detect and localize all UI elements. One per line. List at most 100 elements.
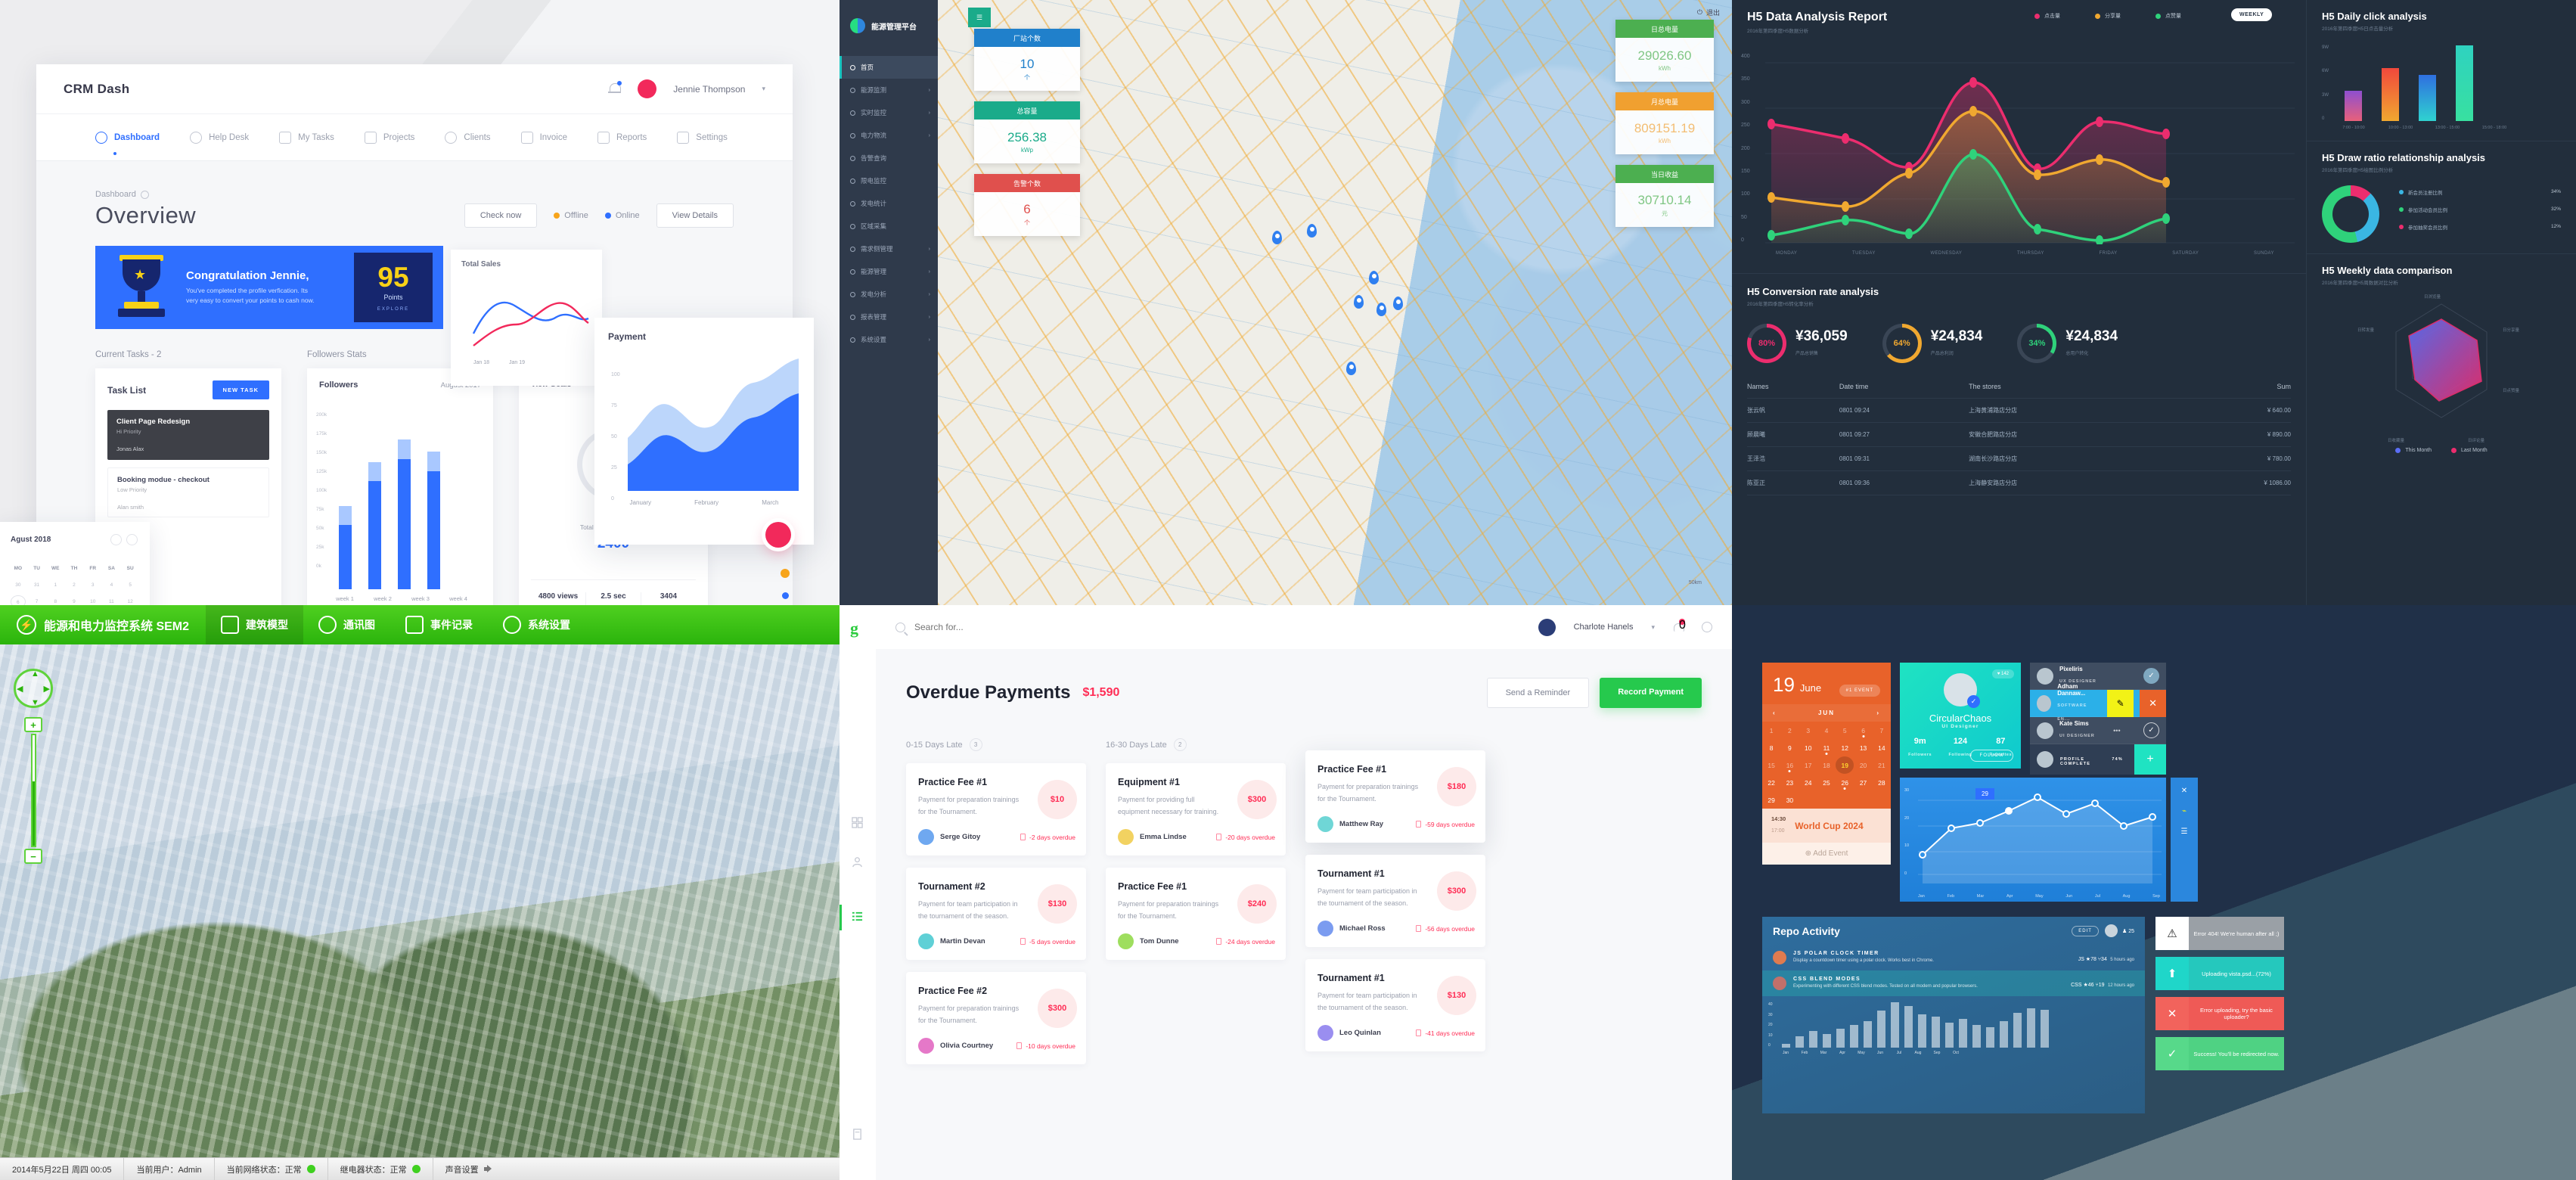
sidebar-item-generation-analysis[interactable]: 发电分析 › [840, 283, 938, 306]
record-payment-button[interactable]: Record Payment [1600, 678, 1702, 708]
task-item[interactable]: Client Page Redesign Hi Priority Jonas A… [107, 410, 269, 460]
check-icon[interactable]: ✓ [2143, 722, 2159, 738]
prev-month-button[interactable] [110, 534, 122, 545]
add-icon[interactable]: + [2134, 744, 2166, 775]
arrow-right-icon[interactable]: ▶ [43, 685, 50, 694]
day-cell[interactable]: 1 [1769, 726, 1774, 734]
zoom-in-button[interactable]: + [24, 717, 42, 732]
day-cell[interactable]: 11 [109, 599, 114, 604]
day-cell[interactable]: 6 [11, 595, 26, 605]
arrow-down-icon[interactable]: ▼ [31, 698, 39, 707]
exit-button[interactable]: ⏻ 退出 [1697, 8, 1720, 17]
day-cell[interactable]: 15 [1768, 761, 1775, 769]
weekly-toggle-button[interactable]: WEEKLY [2231, 8, 2273, 21]
tab-building-model[interactable]: 建筑模型 [206, 605, 304, 644]
tab-invoice[interactable]: Invoice [520, 131, 567, 144]
day-cell[interactable]: 7 [1879, 726, 1884, 734]
chevron-down-icon[interactable]: ▾ [762, 85, 765, 92]
map-pin[interactable] [1354, 295, 1364, 309]
check-icon[interactable]: ✓ [2143, 668, 2159, 684]
day-cell[interactable]: 22 [1768, 778, 1775, 787]
sidebar-item-energy-manage[interactable]: 能源管理 › [840, 260, 938, 283]
sidebar-item-generation-stats[interactable]: 发电统计 [840, 192, 938, 215]
day-cell[interactable]: 25 [1823, 778, 1830, 787]
sidebar-item-realtime[interactable]: 实时监控 › [840, 101, 938, 124]
map-pin[interactable] [1393, 297, 1403, 310]
day-cell[interactable]: 2 [73, 582, 76, 588]
sound-settings[interactable]: 声音设置 [433, 1158, 507, 1180]
edit-icon[interactable]: ✎ [2107, 689, 2134, 717]
next-month-button[interactable]: › [1876, 710, 1880, 716]
day-cell[interactable]: 4 [1824, 726, 1829, 734]
day-cell[interactable]: 17 [1804, 761, 1812, 769]
list-icon[interactable]: ☰ [2180, 828, 2188, 836]
day-cell[interactable]: 10 [1804, 744, 1812, 752]
sidebar-item-system-settings[interactable]: 系统设置 › [840, 328, 938, 351]
map-toggle-button[interactable]: ☰ [968, 8, 991, 27]
day-cell[interactable]: 9 [73, 599, 76, 604]
close-icon[interactable]: ✕ [2180, 787, 2188, 795]
tab-reports[interactable]: Reports [597, 131, 647, 144]
day-cell[interactable]: 2 [1788, 726, 1792, 734]
tab-clients[interactable]: Clients [445, 131, 491, 144]
tab-help-desk[interactable]: Help Desk [190, 131, 249, 144]
day-cell[interactable]: 7 [35, 599, 39, 604]
zoom-track[interactable] [30, 734, 36, 847]
task-item[interactable]: Booking modue - checkout Low Priority Al… [107, 467, 269, 517]
day-cell[interactable]: 21 [1878, 761, 1885, 769]
building-3d-view[interactable] [0, 644, 840, 1171]
tab-projects[interactable]: Projects [364, 131, 414, 144]
add-event-button[interactable]: ⊕ Add Event [1762, 843, 1891, 865]
sidebar-item-report-manage[interactable]: 报表管理 › [840, 306, 938, 328]
day-cell[interactable]: 11 [1817, 739, 1836, 756]
day-cell[interactable]: 18 [1823, 761, 1830, 769]
day-cell[interactable]: 10 [90, 599, 96, 604]
day-cell[interactable]: 8 [1769, 744, 1774, 752]
day-cell[interactable]: 27 [1859, 778, 1867, 787]
payment-card[interactable]: Practice Fee #1 Payment for preparation … [1106, 868, 1286, 960]
day-cell[interactable]: 29 [1768, 796, 1775, 804]
sidebar-item-power-logistics[interactable]: 电力物流 › [840, 124, 938, 147]
zoom-slider[interactable]: + − [24, 717, 42, 864]
map-pin[interactable] [1346, 362, 1356, 375]
day-cell[interactable]: 23 [1786, 778, 1794, 787]
explore-link[interactable]: EXPLORE [377, 307, 410, 312]
new-task-button[interactable]: NEW TASK [212, 380, 269, 399]
day-cell[interactable]: 4 [110, 582, 113, 588]
user-name[interactable]: Charlote Hanels [1573, 623, 1634, 632]
edit-button[interactable]: EDIT [2072, 925, 2099, 936]
day-cell[interactable]: 12 [1841, 744, 1849, 752]
payment-card[interactable]: Practice Fee #1 Payment for preparation … [906, 763, 1086, 856]
delete-icon[interactable]: ✕ [2140, 689, 2166, 717]
sidebar-item-alarm-query[interactable]: 告警查询 [840, 147, 938, 169]
more-icon[interactable]: ••• [2113, 726, 2121, 734]
view-details-button[interactable]: View Details [656, 203, 734, 228]
day-cell[interactable]: 14 [1878, 744, 1885, 752]
next-month-button[interactable] [126, 534, 138, 545]
day-cell[interactable]: 6 [1854, 722, 1872, 739]
prev-month-button[interactable]: ‹ [1773, 710, 1777, 716]
trend-icon[interactable]: ⌁ [2181, 807, 2187, 815]
sidebar-item-limit-monitor[interactable]: 限电监控 [840, 169, 938, 192]
payment-card[interactable]: Practice Fee #1 Payment for preparation … [1305, 750, 1485, 843]
map-pin[interactable] [1272, 231, 1282, 244]
day-cell-today[interactable]: 19 [1836, 756, 1854, 774]
day-cell[interactable]: 3 [91, 582, 95, 588]
avatar[interactable] [638, 79, 657, 98]
tab-settings[interactable]: Settings [677, 131, 728, 144]
day-cell[interactable]: 30 [15, 582, 21, 588]
tab-dashboard[interactable]: Dashboard [95, 131, 160, 155]
people-icon[interactable] [852, 856, 863, 868]
payment-card[interactable]: Tournament #2 Payment for team participa… [906, 868, 1086, 960]
tab-event-log[interactable]: 事件记录 [390, 605, 488, 644]
arrow-up-icon[interactable]: ▲ [31, 669, 39, 678]
notification-bell-icon[interactable] [608, 81, 622, 96]
day-cell[interactable]: 5 [1842, 726, 1847, 734]
repo-item[interactable]: JS POLAR CLOCK TIMER Display a countdown… [1762, 945, 2145, 970]
event-badge[interactable]: #1 EVENT [1839, 685, 1880, 697]
calendar-event[interactable]: 14:30 17:00 World Cup 2024 [1762, 809, 1891, 843]
sidebar-item-energy-monitor[interactable]: 能源监测 › [840, 79, 938, 101]
map-pin[interactable] [1369, 271, 1379, 284]
avatar[interactable] [1538, 618, 1556, 636]
document-icon[interactable] [852, 1129, 863, 1140]
